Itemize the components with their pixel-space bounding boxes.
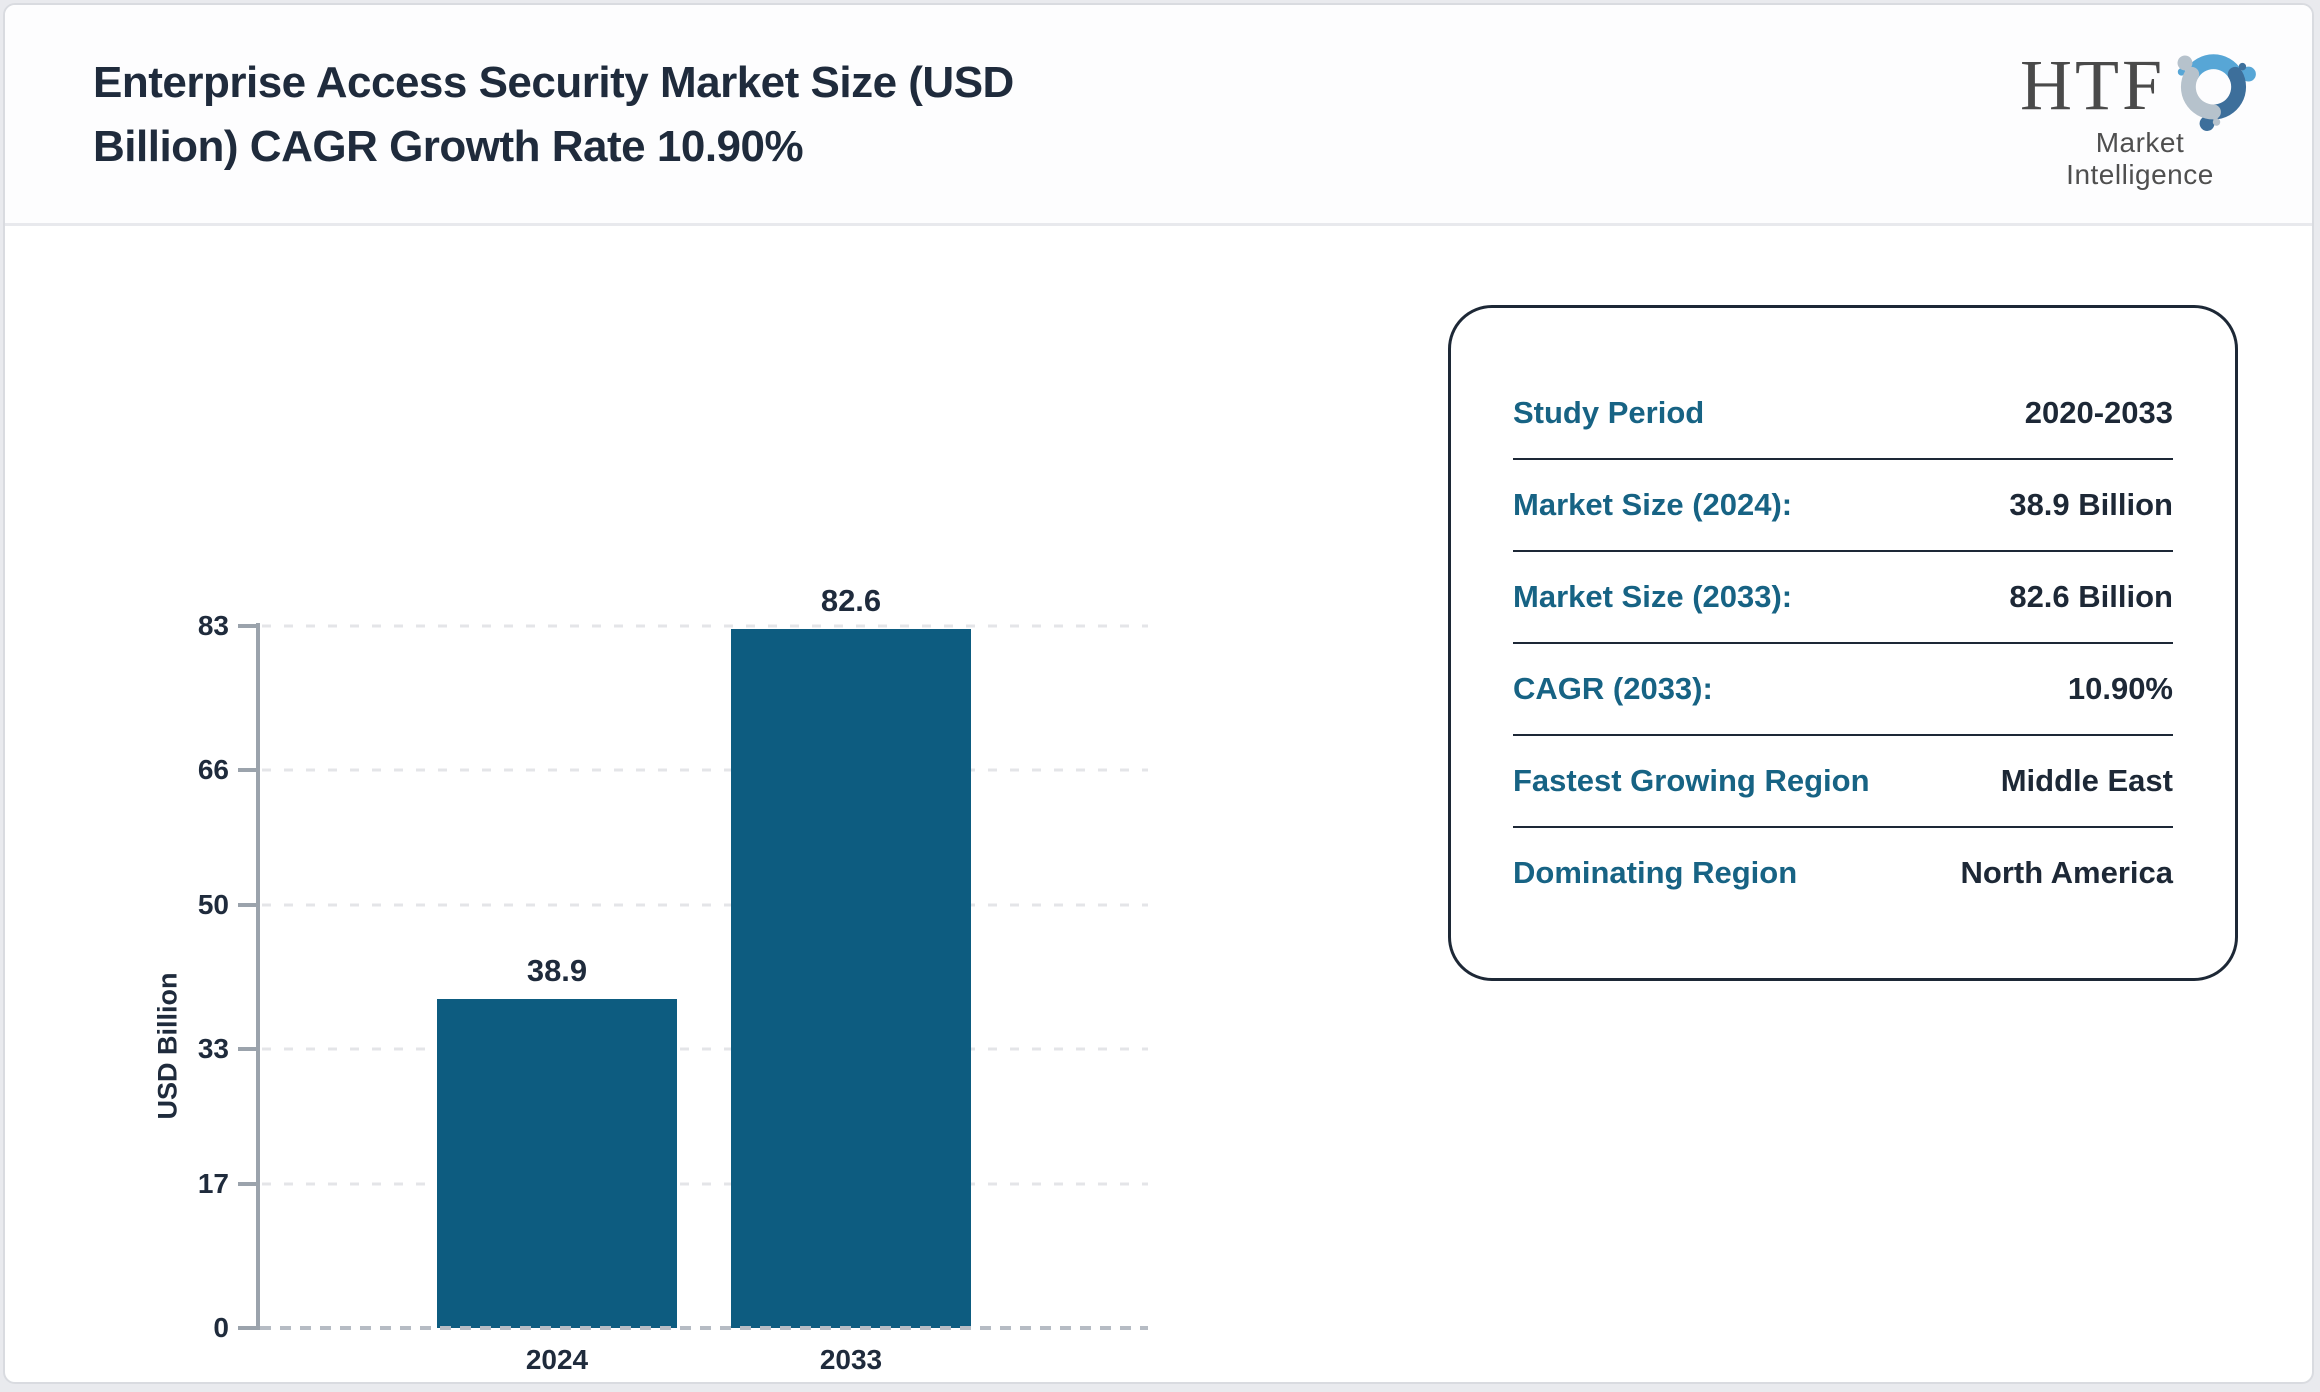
- info-value: Middle East: [2000, 763, 2173, 798]
- y-axis-title: USD Billion: [152, 972, 183, 1120]
- y-tick-mark: [238, 624, 260, 628]
- info-row-cagr: CAGR (2033): 10.90%: [1513, 644, 2173, 736]
- bar-2024: 38.9: [437, 953, 677, 1328]
- info-label: Fastest Growing Region: [1513, 763, 1870, 798]
- gridline-50: [262, 903, 1148, 907]
- y-tick-label: 33: [197, 1032, 229, 1064]
- y-tick-label: 83: [197, 610, 229, 641]
- y-tick-mark: [238, 767, 260, 772]
- htf-logo: HTF: [2020, 33, 2260, 191]
- header: Enterprise Access Security Market Size (…: [5, 5, 2312, 223]
- info-label: Dominating Region: [1513, 855, 1798, 890]
- page-title-line-2: Billion) CAGR Growth Rate 10.90%: [93, 122, 804, 171]
- bar-value-2024: 38.9: [526, 953, 588, 988]
- info-row-dominating-region: Dominating Region North America: [1513, 828, 2173, 918]
- y-tick-mark: [238, 903, 260, 908]
- info-row-market-size-2033: Market Size (2033): 82.6 Billion: [1513, 552, 2173, 644]
- y-tick-0: 0: [213, 1312, 260, 1344]
- gridline-17: [262, 1182, 1148, 1186]
- x-label-2024: 2024: [525, 1344, 589, 1375]
- y-tick-66: 66: [198, 754, 260, 786]
- gridline-33: [262, 1047, 1148, 1051]
- info-label: Study Period: [1513, 395, 1705, 430]
- y-tick-83: 83: [198, 610, 260, 642]
- info-row-study-period: Study Period 2020-2033: [1513, 368, 2173, 460]
- bar-value-2033: 82.6: [820, 583, 882, 619]
- x-label-2033: 2033: [819, 1344, 883, 1375]
- y-tick-label: 66: [197, 753, 229, 785]
- info-value: 2020-2033: [2024, 395, 2173, 430]
- plot-area: 0 17 33 50 66 83 38.9 2024 82.6 2033: [198, 583, 1148, 1375]
- logo-wordmark: HTF: [2020, 45, 2166, 125]
- bar-column-2033: 82.6 2033: [731, 583, 971, 1375]
- info-row-fastest-growing-region: Fastest Growing Region Middle East: [1513, 736, 2173, 828]
- y-tick-33: 33: [198, 1033, 260, 1065]
- y-tick-label: 17: [197, 1168, 229, 1200]
- y-axis-line: [256, 623, 260, 1330]
- y-tick-label: 50: [197, 889, 229, 921]
- info-value: North America: [1960, 855, 2173, 890]
- info-label: CAGR (2033):: [1513, 671, 1713, 706]
- info-row-market-size-2024: Market Size (2024): 38.9 Billion: [1513, 460, 2173, 552]
- bar-2033: 82.6: [731, 583, 971, 1328]
- info-card: Study Period 2020-2033 Market Size (2024…: [1448, 305, 2238, 981]
- logo-swirl-icon: [2177, 54, 2256, 131]
- info-label: Market Size (2024):: [1513, 487, 1793, 522]
- page-title-line-1: Enterprise Access Security Market Size (…: [93, 58, 1014, 107]
- y-tick-label: 0: [213, 1312, 229, 1343]
- info-value: 38.9 Billion: [2009, 487, 2173, 522]
- info-value: 10.90%: [2067, 671, 2173, 706]
- bar-column-2024: 38.9 2024: [437, 626, 677, 1375]
- logo-top-row: HTF: [2020, 33, 2260, 137]
- y-tick-17: 17: [198, 1168, 260, 1200]
- y-tick-mark: [238, 1182, 260, 1187]
- logo-subtext: Market Intelligence: [2066, 127, 2214, 190]
- x-axis-baseline: [260, 1326, 1148, 1330]
- header-divider: [5, 223, 2312, 226]
- y-tick-mark: [238, 1326, 260, 1330]
- y-tick-50: 50: [198, 889, 260, 921]
- page-title: Enterprise Access Security Market Size (…: [93, 51, 1014, 179]
- y-tick-mark: [238, 1046, 260, 1051]
- bar-chart: USD Billion 0 17 33 50 66 83 38.9 2024 82.6 2…: [5, 226, 1285, 1382]
- gridline-66: [262, 768, 1148, 772]
- gridline-83: [262, 624, 1148, 628]
- info-value: 82.6 Billion: [2009, 579, 2173, 614]
- report-card: Enterprise Access Security Market Size (…: [3, 3, 2314, 1384]
- info-label: Market Size (2033):: [1513, 579, 1793, 614]
